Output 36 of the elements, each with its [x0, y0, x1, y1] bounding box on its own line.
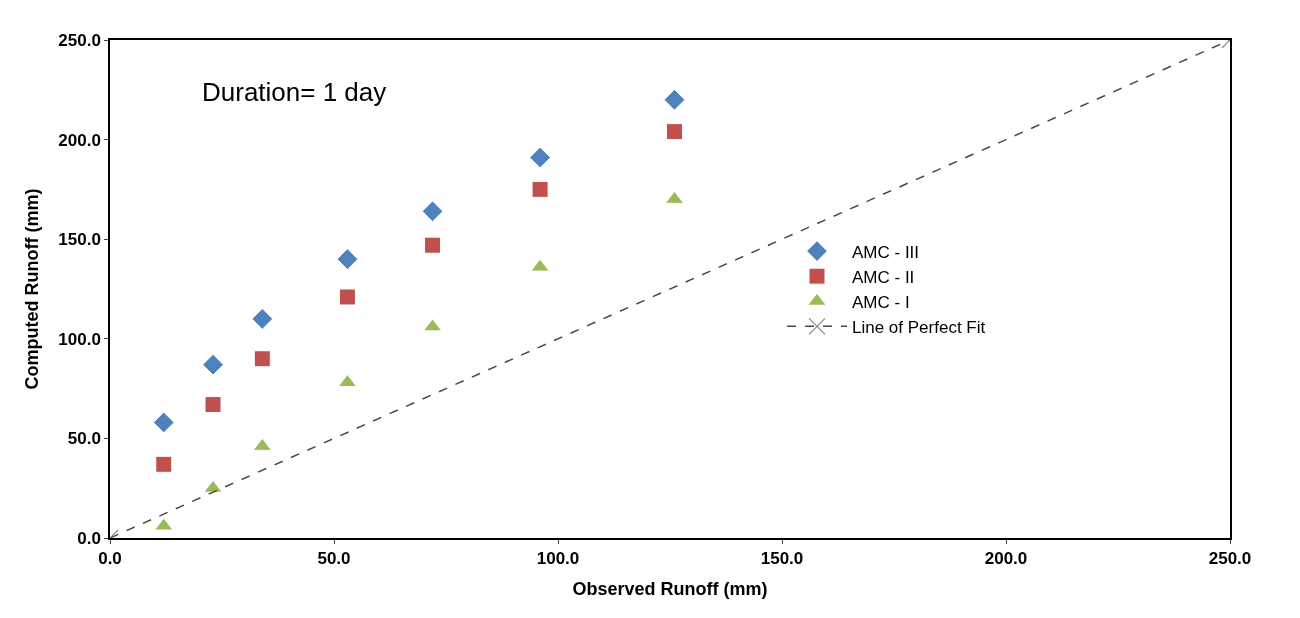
x-tick-label: 250.0: [1208, 549, 1252, 569]
y-tick-label: 50.0: [67, 429, 101, 449]
x-tick-label: 100.0: [536, 549, 580, 569]
point: [154, 517, 174, 531]
point: [203, 479, 223, 493]
y-tick-label: 150.0: [58, 230, 101, 250]
y-tick-label: 200.0: [58, 130, 101, 150]
legend-label: AMC - III: [852, 242, 920, 262]
point: [253, 350, 271, 368]
point: [336, 248, 359, 271]
point: [663, 88, 686, 111]
annotation: Duration= 1 day: [202, 77, 387, 107]
point: [529, 146, 551, 169]
x-tick-label: 150.0: [760, 549, 804, 569]
y-axis-title: Computed Runoff (mm): [22, 188, 42, 390]
point: [531, 180, 549, 198]
point: [204, 396, 222, 414]
legend-label: AMC - II: [852, 267, 915, 287]
point: [530, 258, 550, 272]
point: [424, 236, 442, 254]
y-tick-label: 100.0: [58, 329, 101, 349]
point: [152, 411, 175, 434]
point: [202, 353, 224, 376]
legend-label: AMC - I: [852, 292, 910, 312]
point: [338, 288, 356, 306]
point: [665, 123, 683, 141]
legend-label: Line of Perfect Fit: [852, 317, 986, 337]
x-tick-label: 200.0: [984, 549, 1028, 569]
point: [155, 455, 173, 473]
point: [251, 307, 274, 330]
point: [421, 200, 444, 223]
x-tick-label: 0.0: [98, 549, 122, 569]
y-tick-label: 0.0: [77, 528, 101, 548]
y-tick-label: 250.0: [58, 30, 101, 50]
x-axis-title: Observed Runoff (mm): [572, 578, 768, 599]
x-tick-label: 50.0: [317, 549, 351, 569]
